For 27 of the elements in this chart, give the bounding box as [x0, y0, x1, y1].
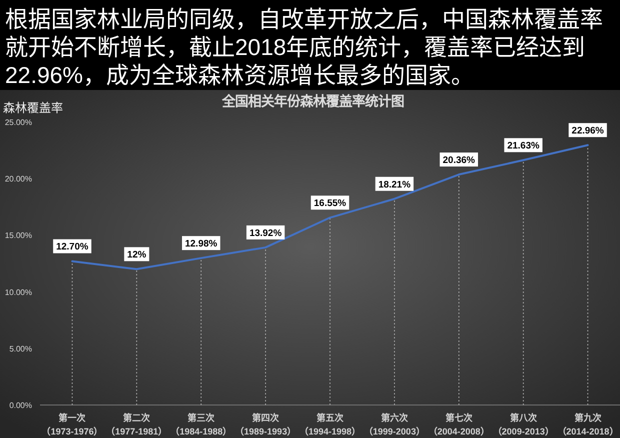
x-tick-label: 第一次（1973-1976）	[42, 412, 103, 436]
x-tick-label: 第九次（2014-2018）	[557, 412, 618, 436]
chart-subtitle: 全国相关年份森林覆盖率统计图	[221, 93, 404, 109]
data-label: 21.63%	[507, 140, 540, 152]
x-tick-label: 第七次（2004-2008）	[428, 412, 490, 436]
data-label: 16.55%	[314, 198, 347, 210]
data-label: 20.36%	[442, 155, 476, 166]
x-tick-label: 第八次（2009-2013）	[492, 412, 554, 436]
x-tick-label: 第二次（1977-1981）	[106, 412, 168, 436]
y-tick-label: 5.00%	[9, 344, 32, 354]
x-tick-label: 第六次（1999-2003）	[364, 412, 425, 436]
y-tick-label: 15.00%	[4, 231, 32, 240]
data-label: 12.70%	[56, 242, 89, 253]
y-tick-label: 10.00%	[4, 288, 32, 297]
y-tick-label: 20.00%	[4, 174, 32, 184]
data-label: 13.92%	[249, 228, 282, 239]
data-label: 12%	[127, 250, 147, 261]
x-tick-label: 第三次（1984-1988）	[170, 412, 232, 436]
data-label: 18.21%	[378, 179, 412, 190]
y-tick-label: 0.00%	[9, 401, 32, 410]
data-label: 12.98%	[184, 238, 218, 250]
data-label: 22.96%	[572, 126, 604, 137]
y-tick-label: 25.00%	[4, 118, 32, 127]
x-tick-label: 第四次（1989-1993）	[235, 412, 296, 436]
x-tick-label: 第五次（1994-1998）	[299, 412, 361, 436]
y-axis-title: 森林覆盖率	[3, 100, 63, 115]
chart-title: 根据国家林业局的同级，自改革开放之后，中国森林覆盖率就开始不断增长，截止2018年底的统计，覆盖率已经达到22.96%，成为全球森林资源增长最多的国家。	[5, 5, 604, 89]
